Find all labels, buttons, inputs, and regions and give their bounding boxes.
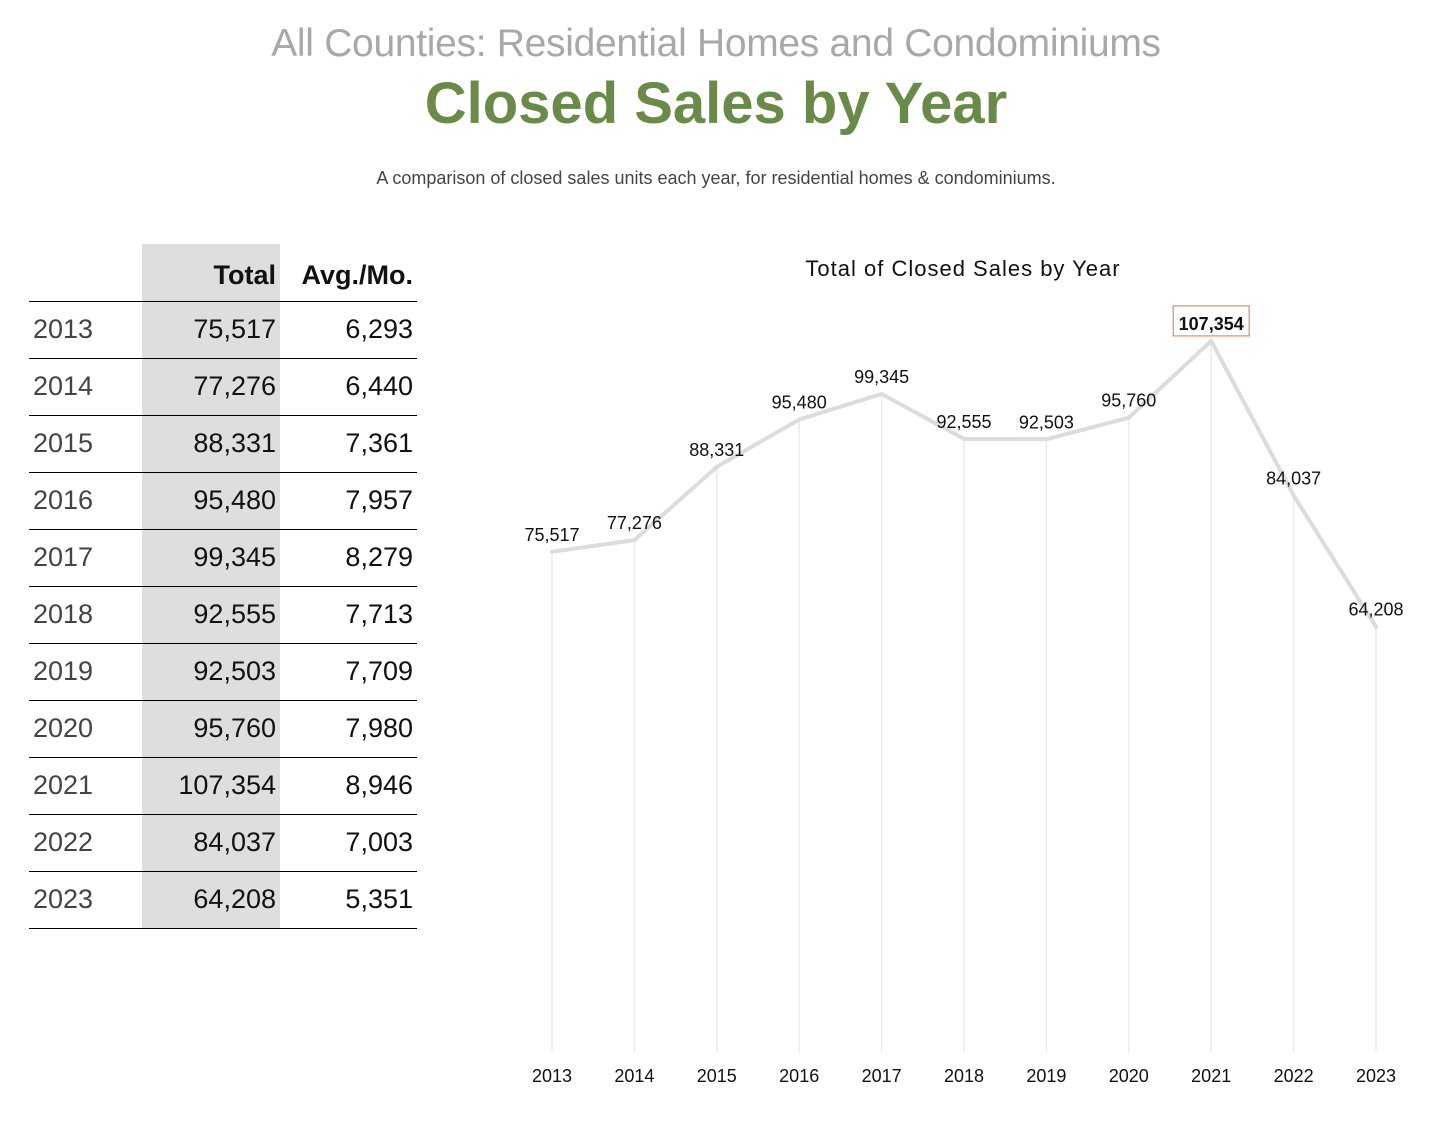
data-point xyxy=(550,549,554,554)
row-total: 75,517 xyxy=(142,301,280,359)
data-point xyxy=(1291,493,1296,498)
row-year: 2022 xyxy=(29,814,142,872)
data-point xyxy=(1126,415,1131,420)
row-avg: 5,351 xyxy=(280,871,417,929)
data-label: 92,555 xyxy=(936,412,991,432)
data-label: 88,331 xyxy=(689,440,744,460)
table-row: 2013 75,517 6,293 xyxy=(29,301,417,359)
closed-sales-table: Total Avg./Mo. 2013 75,517 6,293 2014 77,276… xyxy=(29,244,417,929)
row-year: 2020 xyxy=(29,700,142,758)
row-avg: 7,980 xyxy=(280,700,417,758)
data-label: 64,208 xyxy=(1348,600,1403,620)
x-tick-label: 2016 xyxy=(779,1066,819,1086)
data-point xyxy=(632,538,637,543)
row-avg: 6,440 xyxy=(280,358,417,416)
table-row: 2016 95,480 7,957 xyxy=(29,472,417,530)
table-row: 2021 107,354 8,946 xyxy=(29,757,417,815)
table-body: 2013 75,517 6,293 2014 77,276 6,440 2015 88,331… xyxy=(29,301,417,929)
row-total: 107,354 xyxy=(142,757,280,815)
data-label: 95,480 xyxy=(772,393,827,413)
chart-title: Total of Closed Sales by Year xyxy=(805,256,1120,281)
row-total: 77,276 xyxy=(142,358,280,416)
data-point xyxy=(1209,338,1214,343)
x-tick-label: 2017 xyxy=(862,1066,902,1086)
peak-label-box xyxy=(1172,305,1250,337)
data-label: 75,517 xyxy=(524,525,579,545)
data-label: 99,345 xyxy=(854,367,909,387)
x-tick-label: 2023 xyxy=(1356,1066,1396,1086)
row-avg: 7,003 xyxy=(280,814,417,872)
row-total: 95,480 xyxy=(142,472,280,530)
row-avg: 7,361 xyxy=(280,415,417,473)
data-label: 107,354 xyxy=(1179,314,1244,334)
x-tick-label: 2014 xyxy=(614,1066,654,1086)
data-label: 84,037 xyxy=(1266,468,1321,488)
row-year: 2019 xyxy=(29,643,142,701)
data-label: 95,760 xyxy=(1101,391,1156,411)
chart-x-axis: 2013 2014 2015 2016 2017 2018 2019 2020 2021 2022… xyxy=(532,1066,1396,1086)
row-avg: 7,709 xyxy=(280,643,417,701)
table-row: 2022 84,037 7,003 xyxy=(29,814,417,872)
row-year: 2023 xyxy=(29,871,142,929)
data-point xyxy=(1374,624,1378,629)
table-row: 2015 88,331 7,361 xyxy=(29,415,417,473)
table-row: 2023 64,208 5,351 xyxy=(29,871,417,929)
row-year: 2018 xyxy=(29,586,142,644)
avg-column-header: Avg./Mo. xyxy=(280,244,417,302)
chart-data-labels: 75,517 77,276 88,331 95,480 99,345 92,555 92,5… xyxy=(524,305,1404,620)
total-column-header: Total xyxy=(142,244,280,302)
row-year: 2013 xyxy=(29,301,142,359)
table-row: 2019 92,503 7,709 xyxy=(29,643,417,701)
row-year: 2014 xyxy=(29,358,142,416)
page-supertitle: All Counties: Residential Homes and Cond… xyxy=(271,22,1161,65)
table-row: 2018 92,555 7,713 xyxy=(29,586,417,644)
row-total: 88,331 xyxy=(142,415,280,473)
row-avg: 7,957 xyxy=(280,472,417,530)
data-label: 92,503 xyxy=(1019,412,1074,432)
row-year: 2015 xyxy=(29,415,142,473)
row-total: 95,760 xyxy=(142,700,280,758)
data-point xyxy=(962,436,966,441)
row-total: 64,208 xyxy=(142,871,280,929)
chart-series xyxy=(550,338,1378,629)
row-total: 84,037 xyxy=(142,814,280,872)
table-row: 2017 99,345 8,279 xyxy=(29,529,417,587)
row-total: 92,555 xyxy=(142,586,280,644)
row-total: 92,503 xyxy=(142,643,280,701)
x-tick-label: 2021 xyxy=(1191,1066,1231,1086)
data-point xyxy=(879,391,884,396)
x-tick-label: 2013 xyxy=(532,1066,572,1086)
row-year: 2021 xyxy=(29,757,142,815)
page-subtitle: A comparison of closed sales units each … xyxy=(376,168,1056,188)
row-avg: 7,713 xyxy=(280,586,417,644)
row-year: 2017 xyxy=(29,529,142,587)
chart-gridlines xyxy=(551,340,1377,1052)
x-tick-label: 2015 xyxy=(697,1066,737,1086)
row-avg: 8,946 xyxy=(280,757,417,815)
x-tick-label: 2022 xyxy=(1274,1066,1314,1086)
row-avg: 6,293 xyxy=(280,301,417,359)
row-year: 2016 xyxy=(29,472,142,530)
page-title: Closed Sales by Year xyxy=(424,71,1008,136)
data-point xyxy=(714,464,719,469)
table-row: 2014 77,276 6,440 xyxy=(29,358,417,416)
row-total: 99,345 xyxy=(142,529,280,587)
row-avg: 8,279 xyxy=(280,529,417,587)
data-point xyxy=(1044,437,1049,442)
table-row: 2020 95,760 7,980 xyxy=(29,700,417,758)
data-label: 77,276 xyxy=(607,513,662,533)
data-point xyxy=(797,417,802,422)
year-column-header xyxy=(29,244,142,302)
x-tick-label: 2019 xyxy=(1026,1066,1066,1086)
x-tick-label: 2020 xyxy=(1109,1066,1149,1086)
x-tick-label: 2018 xyxy=(944,1066,984,1086)
table-header-row: Total Avg./Mo. xyxy=(29,244,417,302)
